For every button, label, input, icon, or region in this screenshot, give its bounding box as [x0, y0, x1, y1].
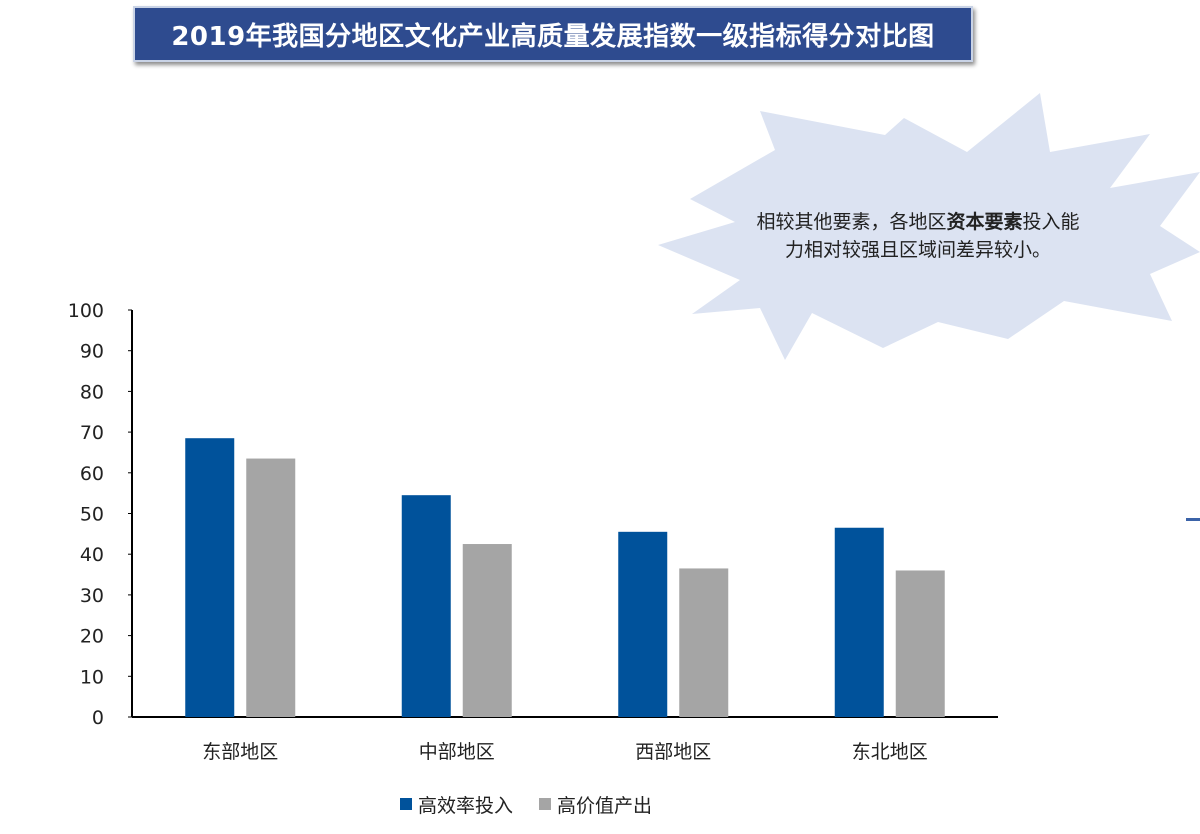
- legend-label-series-0: 高效率投入: [418, 794, 514, 817]
- y-tick-label: 90: [80, 341, 104, 363]
- y-tick-label: 70: [80, 422, 104, 444]
- bar-series-1-1: [462, 544, 512, 717]
- y-tick-label: 40: [80, 544, 104, 566]
- callout-text-bold: 资本要素: [946, 211, 1023, 233]
- bar-series-0-1: [401, 495, 451, 717]
- callout-text-after: 投入能力相对较强且区域间差异较小。: [784, 211, 1080, 261]
- bar-series-1-0: [246, 458, 296, 717]
- y-tick-label: 80: [80, 381, 104, 403]
- x-tick-label: 东北地区: [852, 741, 928, 763]
- edge-decoration: [1186, 518, 1200, 521]
- legend-swatch-series-0: [400, 798, 412, 810]
- callout-text-before: 相较其他要素，各地区: [756, 211, 947, 233]
- bar-series-0-2: [618, 531, 668, 717]
- y-tick-label: 20: [80, 626, 104, 648]
- y-tick-label: 0: [92, 707, 104, 729]
- bar-series: [185, 438, 945, 717]
- page-title-banner: 2019年我国分地区文化产业高质量发展指数一级指标得分对比图: [133, 6, 973, 62]
- legend-item-series-1: 高价值产出: [539, 791, 652, 818]
- x-tick-label: 西部地区: [635, 741, 711, 763]
- legend: 高效率投入 高价值产出: [400, 790, 678, 818]
- legend-item-series-0: 高效率投入: [400, 791, 513, 818]
- bar-series-0-0: [185, 438, 235, 717]
- legend-label-series-1: 高价值产出: [557, 794, 653, 817]
- bar-series-0-3: [834, 527, 884, 717]
- callout-starburst: [658, 93, 1200, 360]
- x-axis: 东部地区 中部地区 西部地区 东北地区: [132, 716, 998, 763]
- callout-text: 相较其他要素，各地区资本要素投入能力相对较强且区域间差异较小。: [748, 208, 1088, 264]
- y-tick-label: 50: [80, 504, 104, 526]
- bar-series-1-3: [895, 570, 945, 717]
- y-tick-label: 100: [68, 300, 104, 322]
- x-tick-label: 东部地区: [202, 741, 278, 763]
- legend-swatch-series-1: [539, 798, 552, 810]
- page-title: 2019年我国分地区文化产业高质量发展指数一级指标得分对比图: [171, 21, 935, 52]
- y-tick-label: 10: [80, 666, 104, 688]
- y-axis: 0 10 20 30 40 50 60 70 80 90 100: [68, 300, 133, 729]
- y-tick-label: 30: [80, 585, 104, 607]
- x-tick-label: 中部地区: [419, 741, 495, 763]
- bar-series-1-2: [679, 568, 729, 717]
- y-tick-label: 60: [80, 463, 104, 485]
